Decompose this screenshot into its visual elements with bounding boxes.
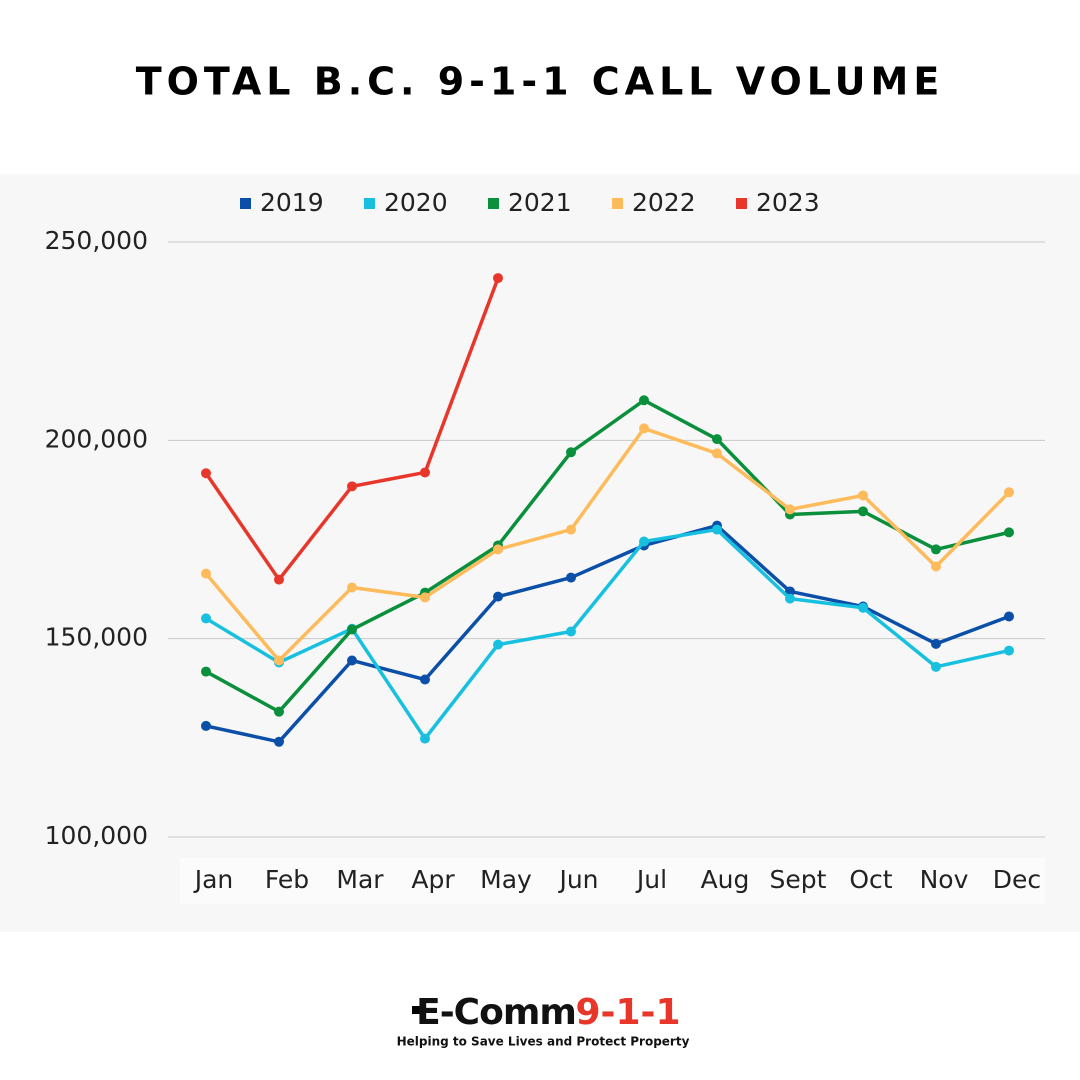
- legend-label: 2020: [384, 188, 448, 217]
- y-tick-label: 150,000: [45, 623, 148, 652]
- point: [201, 613, 211, 624]
- point: [1004, 487, 1014, 498]
- point: [493, 544, 503, 555]
- chart-title: TOTAL B.C. 9-1-1 CALL VOLUME: [136, 60, 945, 104]
- point: [712, 524, 722, 535]
- point: [1004, 645, 1014, 656]
- point: [566, 524, 576, 535]
- point: [201, 568, 211, 579]
- point: [931, 638, 941, 649]
- point: [274, 736, 284, 747]
- line: [205, 527, 1010, 741]
- point: [931, 544, 941, 555]
- point: [566, 572, 576, 583]
- x-tick-label: Jun: [557, 865, 598, 894]
- point: [858, 490, 868, 501]
- logo-name: E-Comm: [416, 992, 576, 1033]
- logo-tagline: Helping to Save Lives and Protect Proper…: [397, 1035, 690, 1049]
- point: [712, 448, 722, 459]
- legend-swatch: [736, 198, 747, 209]
- point: [201, 666, 211, 677]
- legend-label: 2021: [508, 188, 572, 217]
- point: [858, 602, 868, 613]
- point: [274, 706, 284, 717]
- point: [566, 626, 576, 637]
- point: [493, 273, 503, 284]
- legend-label: 2022: [632, 188, 696, 217]
- x-tick-label: Jul: [635, 865, 667, 894]
- x-tick-label: Oct: [849, 865, 892, 894]
- point: [347, 481, 357, 492]
- point: [785, 593, 795, 604]
- point: [493, 591, 503, 602]
- line: [204, 426, 1011, 663]
- legend-swatch: [364, 198, 375, 209]
- point: [420, 592, 430, 603]
- x-tick-label: Jan: [193, 865, 234, 894]
- point: [420, 674, 430, 685]
- legend-swatch: [612, 198, 623, 209]
- point: [420, 467, 430, 478]
- line: [205, 523, 1010, 744]
- point: [858, 506, 868, 517]
- point: [639, 423, 649, 434]
- point: [420, 733, 430, 744]
- x-tick-label: Dec: [993, 865, 1041, 894]
- logo-number: 9-1-1: [575, 992, 680, 1033]
- logo-mark: [412, 1006, 420, 1014]
- chart-panel: [0, 174, 1080, 932]
- point: [347, 582, 357, 593]
- point: [1004, 611, 1014, 622]
- point: [201, 468, 211, 479]
- point: [493, 639, 503, 650]
- y-tick-label: 100,000: [45, 821, 148, 850]
- point: [785, 504, 795, 515]
- point: [347, 655, 357, 666]
- x-tick-label: Feb: [265, 865, 309, 894]
- legend-swatch: [240, 198, 251, 209]
- legend-label: 2023: [756, 188, 820, 217]
- x-tick-label: Aug: [701, 865, 750, 894]
- x-tick-label: May: [480, 865, 532, 894]
- point: [639, 395, 649, 406]
- category-band: [180, 858, 1045, 904]
- point: [931, 561, 941, 572]
- point: [1004, 527, 1014, 538]
- legend-swatch: [488, 198, 499, 209]
- point: [639, 536, 649, 547]
- point: [931, 661, 941, 672]
- point: [347, 624, 357, 635]
- x-tick-label: Apr: [411, 865, 455, 894]
- point: [712, 434, 722, 445]
- point: [566, 447, 576, 458]
- line: [205, 398, 1010, 714]
- point: [274, 574, 284, 585]
- x-tick-label: Nov: [920, 865, 969, 894]
- legend-label: 2019: [260, 188, 324, 217]
- y-tick-label: 250,000: [45, 226, 148, 255]
- x-tick-label: Mar: [336, 865, 384, 894]
- x-tick-label: Sept: [770, 865, 827, 894]
- point: [201, 720, 211, 731]
- y-tick-label: 200,000: [45, 424, 148, 453]
- point: [274, 655, 284, 666]
